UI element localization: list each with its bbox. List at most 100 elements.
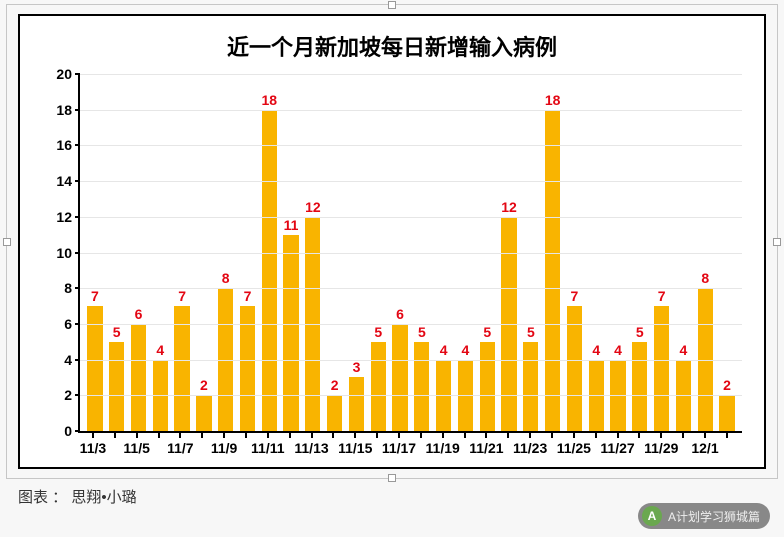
x-cell: 11/5 — [126, 433, 148, 459]
x-cell: 12/1 — [694, 433, 716, 459]
resize-handle-left[interactable] — [3, 238, 11, 246]
x-tick-mark — [179, 433, 181, 438]
x-tick-mark — [201, 433, 203, 438]
x-tick-mark — [354, 433, 356, 438]
x-tick-mark — [136, 433, 138, 438]
plot-grid: 75647287181112235654451251874457482 0246… — [78, 74, 742, 433]
plot-area: 75647287181112235654451251874457482 0246… — [28, 74, 742, 459]
x-tick-mark — [529, 433, 531, 438]
bar — [131, 324, 146, 431]
y-tick-label: 14 — [56, 173, 80, 189]
bar — [414, 342, 429, 431]
x-tick-mark — [92, 433, 94, 438]
x-tick-label: 11/3 — [80, 440, 106, 456]
x-tick-mark — [660, 433, 662, 438]
bar — [480, 342, 495, 431]
page-root: 近一个月新加坡每日新增输入病例 756472871811122356544512… — [0, 0, 784, 537]
y-tick-label: 10 — [56, 245, 80, 261]
caption: 图表 ： 思翔•小璐 — [18, 486, 137, 507]
caption-author: 思翔•小璐 — [71, 489, 136, 506]
x-cell: 11/13 — [301, 433, 323, 459]
gridline — [80, 145, 742, 146]
bar-value-label: 8 — [222, 270, 230, 286]
bar-value-label: 18 — [261, 92, 277, 108]
watermark: A A计划学习狮城篇 — [638, 503, 770, 529]
x-tick-mark — [551, 433, 553, 438]
gridline — [80, 110, 742, 111]
x-tick-label: 11/7 — [167, 440, 193, 456]
x-tick-mark — [245, 433, 247, 438]
bar-value-label: 2 — [200, 377, 208, 393]
y-tick-label: 18 — [56, 102, 80, 118]
x-tick-mark — [398, 433, 400, 438]
bar-value-label: 7 — [571, 288, 579, 304]
bar — [262, 110, 277, 431]
bar-value-label: 2 — [331, 377, 339, 393]
x-tick-mark — [114, 433, 116, 438]
y-tick-label: 6 — [64, 316, 80, 332]
gridline — [80, 74, 742, 75]
resize-handle-right[interactable] — [773, 238, 781, 246]
x-tick-mark — [376, 433, 378, 438]
x-tick-mark — [158, 433, 160, 438]
y-tick-label: 12 — [56, 209, 80, 225]
x-cell: 11/25 — [563, 433, 585, 459]
bar — [632, 342, 647, 431]
bar-value-label: 5 — [483, 324, 491, 340]
x-tick-mark — [485, 433, 487, 438]
x-tick-mark — [464, 433, 466, 438]
resize-handle-bottom[interactable] — [388, 474, 396, 482]
gridline — [80, 217, 742, 218]
x-cell: 11/23 — [519, 433, 541, 459]
bar — [371, 342, 386, 431]
x-tick-mark — [617, 433, 619, 438]
x-tick-mark — [223, 433, 225, 438]
x-cell: 11/3 — [82, 433, 104, 459]
x-tick-mark — [595, 433, 597, 438]
bar — [327, 395, 342, 431]
bar-value-label: 2 — [723, 377, 731, 393]
x-tick-mark — [682, 433, 684, 438]
x-tick-mark — [442, 433, 444, 438]
bar — [109, 342, 124, 431]
bar-value-label: 4 — [614, 342, 622, 358]
x-cell: 11/19 — [432, 433, 454, 459]
bar-value-label: 4 — [156, 342, 164, 358]
bar — [196, 395, 211, 431]
chart-title: 近一个月新加坡每日新增输入病例 — [20, 30, 764, 62]
y-tick-label: 2 — [64, 387, 80, 403]
bar-value-label: 4 — [680, 342, 688, 358]
bar-value-label: 5 — [374, 324, 382, 340]
x-cell: 11/17 — [388, 433, 410, 459]
bar-value-label: 5 — [527, 324, 535, 340]
gridline — [80, 395, 742, 396]
x-tick-mark — [573, 433, 575, 438]
gridline — [80, 288, 742, 289]
x-cell: 11/9 — [213, 433, 235, 459]
bar — [349, 377, 364, 431]
x-cell: 11/27 — [607, 433, 629, 459]
chart-container: 近一个月新加坡每日新增输入病例 756472871811122356544512… — [18, 14, 766, 469]
x-cell: 11/15 — [344, 433, 366, 459]
bar-value-label: 7 — [91, 288, 99, 304]
bar-value-label: 7 — [658, 288, 666, 304]
bar-value-label: 18 — [545, 92, 561, 108]
bar-value-label: 6 — [396, 306, 404, 322]
bar-value-label: 4 — [462, 342, 470, 358]
bar-value-label: 4 — [592, 342, 600, 358]
resize-handle-top[interactable] — [388, 1, 396, 9]
y-tick-label: 20 — [56, 66, 80, 82]
x-cell: 11/7 — [169, 433, 191, 459]
bar — [523, 342, 538, 431]
x-tick-mark — [289, 433, 291, 438]
x-tick-mark — [420, 433, 422, 438]
bar-value-label: 7 — [244, 288, 252, 304]
x-tick-mark — [726, 433, 728, 438]
bar-value-label: 8 — [701, 270, 709, 286]
x-tick-mark — [704, 433, 706, 438]
bar — [283, 235, 298, 431]
x-cell: 11/11 — [257, 433, 279, 459]
bar — [392, 324, 407, 431]
bar-value-label: 7 — [178, 288, 186, 304]
watermark-text: A计划学习狮城篇 — [668, 508, 760, 525]
